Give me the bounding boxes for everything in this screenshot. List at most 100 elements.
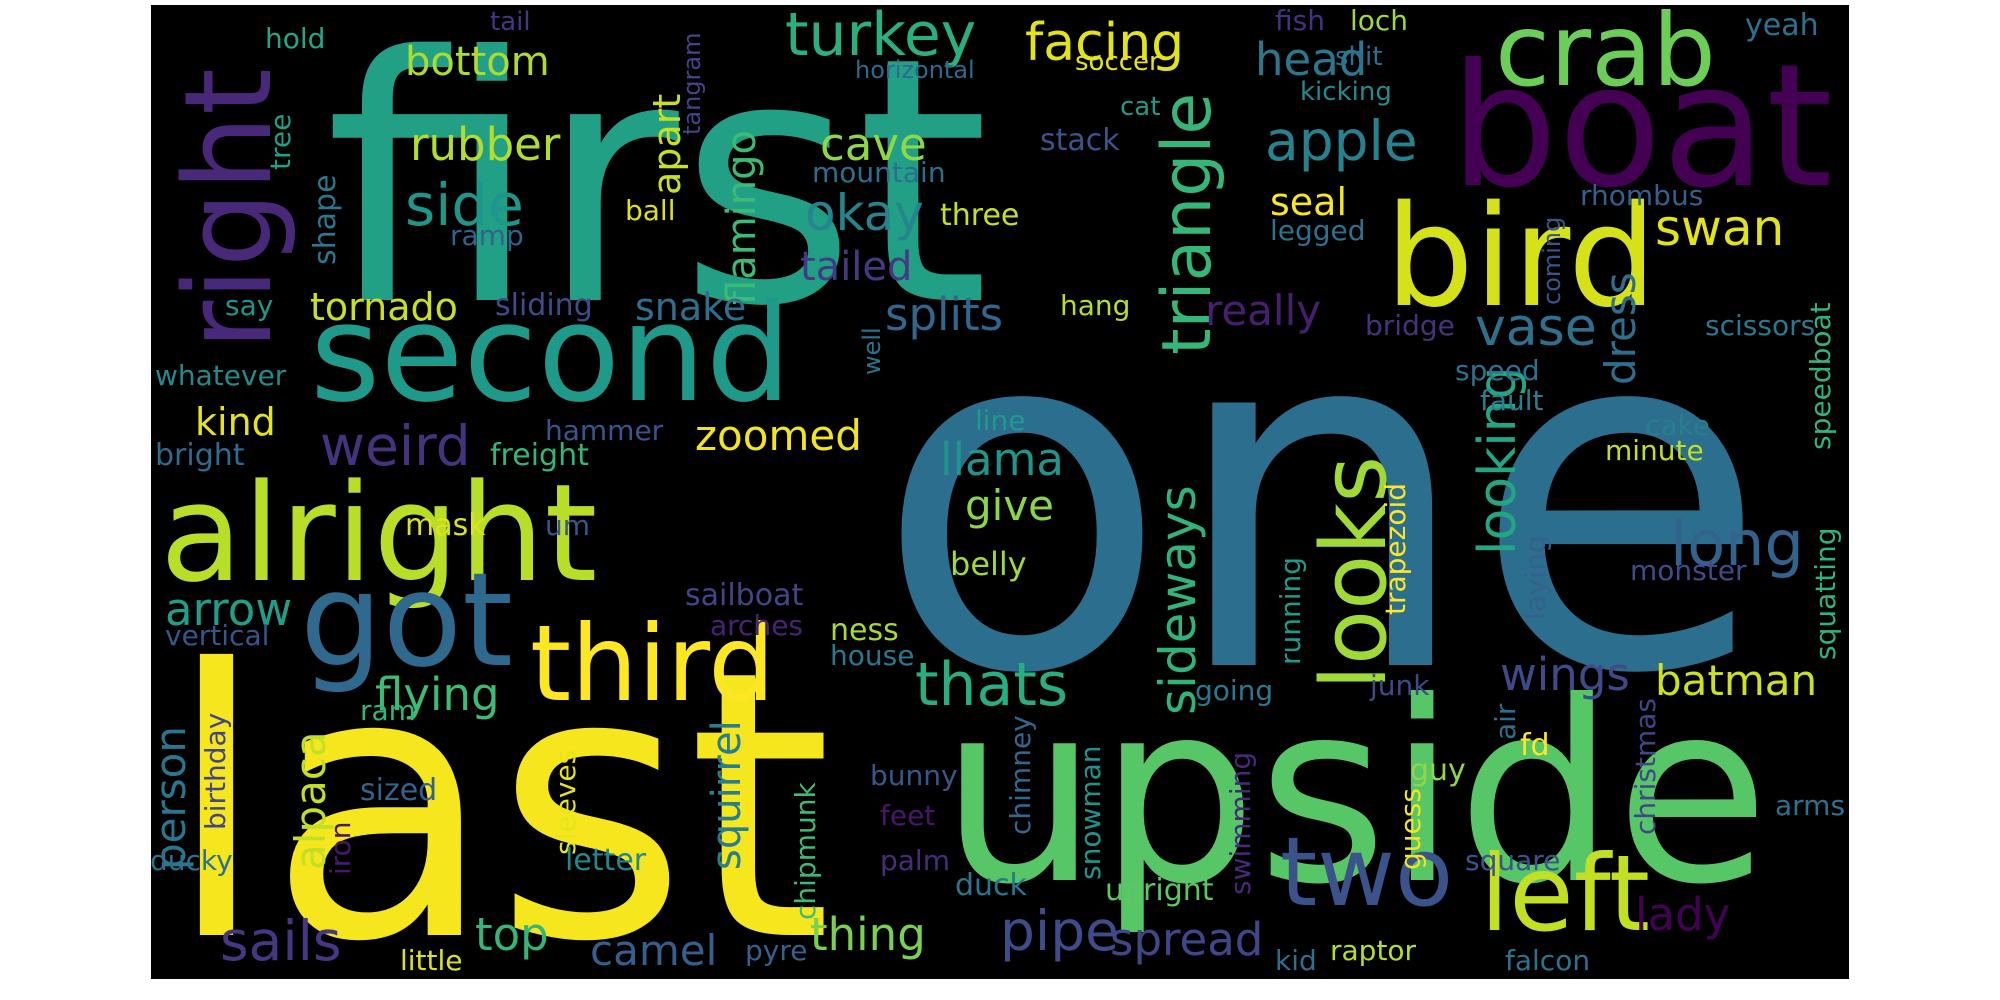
- word-ball: ball: [625, 194, 676, 227]
- word-birthday: birthday: [199, 713, 232, 830]
- word-arches: arches: [710, 609, 803, 642]
- word-say: say: [225, 289, 273, 322]
- word-minute: minute: [1605, 434, 1704, 467]
- word-looking: looking: [1468, 366, 1528, 555]
- word-chipmunk: chipmunk: [789, 782, 822, 920]
- word-bottom: bottom: [405, 39, 550, 85]
- word-zoomed: zoomed: [695, 411, 862, 460]
- word-guy: guy: [1410, 753, 1466, 788]
- word-chimney: chimney: [1004, 715, 1037, 835]
- word-swimming: swimming: [1224, 752, 1257, 895]
- word-flying: flying: [375, 668, 500, 721]
- word-falcon: falcon: [1505, 944, 1590, 977]
- word-ram: ram: [360, 694, 416, 727]
- word-coming: coming: [1538, 217, 1566, 305]
- word-okay: okay: [805, 184, 924, 242]
- word-little: little: [400, 944, 463, 977]
- word-third: third: [530, 603, 775, 725]
- word-apart: apart: [645, 94, 689, 195]
- word-running: running: [1274, 557, 1307, 665]
- word-ducky: ducky: [150, 844, 233, 877]
- word-well: well: [858, 327, 886, 375]
- word-sails: sails: [220, 909, 342, 973]
- word-dress: dress: [1596, 272, 1645, 385]
- word-mountain: mountain: [812, 156, 946, 189]
- word-vertical: vertical: [165, 619, 269, 652]
- word-kind: kind: [195, 400, 276, 444]
- word-cloud-background: [151, 5, 1849, 979]
- word-alpaca: alpaca: [286, 731, 335, 870]
- word-thing: thing: [810, 908, 926, 961]
- word-cake: cake: [1645, 409, 1710, 442]
- word-upside: upside: [940, 648, 1769, 939]
- word-loch: loch: [1350, 4, 1408, 37]
- word-soccer: soccer: [1075, 47, 1160, 77]
- word-rubber: rubber: [410, 118, 561, 171]
- word-tornado: tornado: [310, 285, 458, 329]
- word-flamingo: flamingo: [719, 130, 765, 305]
- word-ness: ness: [830, 613, 899, 648]
- word-really: really: [1205, 286, 1321, 335]
- word-iron: iron: [324, 821, 357, 875]
- word-fault: fault: [1480, 384, 1544, 417]
- word-shape: shape: [308, 174, 343, 265]
- word-scissors: scissors: [1705, 309, 1815, 342]
- word-vase: vase: [1475, 298, 1597, 358]
- word-shit: shit: [1335, 42, 1382, 72]
- word-feet: feet: [880, 799, 935, 832]
- word-squirrel: squirrel: [704, 720, 750, 870]
- word-fish: fish: [1275, 4, 1325, 37]
- word-second: second: [310, 275, 791, 432]
- word-wings: wings: [1500, 648, 1630, 701]
- word-rhombus: rhombus: [1580, 179, 1703, 212]
- word-house: house: [830, 639, 914, 672]
- word-trapezoid: trapezoid: [1379, 483, 1412, 615]
- word-arms: arms: [1775, 789, 1845, 822]
- word-spread: spread: [1110, 913, 1263, 966]
- word-duck: duck: [955, 868, 1028, 903]
- word-lady: lady: [1635, 888, 1730, 941]
- word-guess: guess: [1394, 788, 1427, 870]
- word-last: last: [165, 593, 832, 1000]
- word-facing: facing: [1025, 13, 1184, 73]
- word-um: um: [545, 509, 590, 542]
- word-kid: kid: [1275, 944, 1317, 977]
- word-person: person: [146, 726, 195, 870]
- word-splits: splits: [885, 288, 1003, 341]
- word-swan: swan: [1655, 199, 1784, 257]
- word-pipe: pipe: [1000, 899, 1119, 963]
- word-side: side: [405, 171, 524, 239]
- word-fd: fd: [1520, 728, 1550, 763]
- word-raptor: raptor: [1330, 934, 1417, 967]
- word-tailed: tailed: [800, 244, 912, 290]
- word-sailboat: sailboat: [685, 578, 803, 613]
- word-got: got: [300, 544, 513, 696]
- word-yeah: yeah: [1745, 8, 1819, 43]
- word-pyre: pyre: [745, 934, 807, 967]
- word-tangram: tangram: [678, 32, 706, 135]
- word-horizontal: horizontal: [855, 56, 975, 84]
- word-cave: cave: [820, 118, 927, 171]
- word-squatting: squatting: [1809, 527, 1842, 660]
- word-upright: upright: [1105, 873, 1214, 908]
- word-triangle: triangle: [1148, 93, 1227, 355]
- word-looks: looks: [1302, 456, 1407, 690]
- word-give: give: [965, 481, 1054, 530]
- word-stack: stack: [1040, 123, 1120, 158]
- word-sleeves: sleeves: [549, 750, 582, 855]
- word-boat: boat: [1450, 28, 1833, 226]
- word-one: one: [875, 220, 1768, 779]
- word-bird: bird: [1385, 176, 1657, 339]
- word-tree: tree: [264, 114, 297, 170]
- word-head: head: [1255, 33, 1367, 86]
- word-air: air: [1489, 703, 1522, 740]
- word-ramp: ramp: [450, 219, 524, 252]
- word-camel: camel: [590, 926, 717, 975]
- word-square: square: [1465, 844, 1560, 877]
- word-crab: crab: [1495, 0, 1716, 109]
- word-monster: monster: [1630, 554, 1747, 587]
- word-bright: bright: [155, 438, 245, 473]
- word-three: three: [940, 198, 1019, 233]
- word-right: right: [160, 68, 299, 350]
